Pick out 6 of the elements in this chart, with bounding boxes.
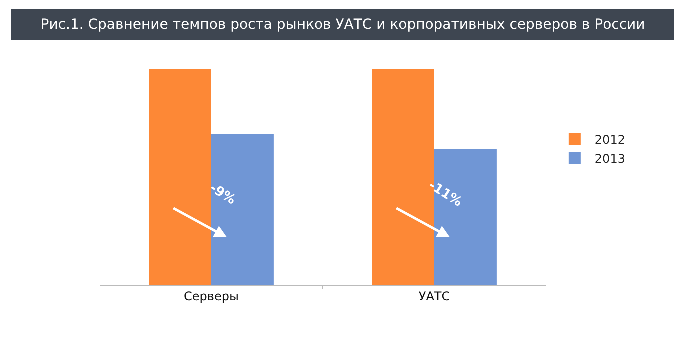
annotation: -9%	[207, 180, 238, 208]
x-tick-label: УАТС	[418, 289, 450, 304]
x-tick-label: Серверы	[184, 289, 239, 304]
legend-label: 2013	[594, 152, 626, 166]
chart-title: Рис.1. Сравнение темпов роста рынков УАТС и корпоративных серверов в России	[40, 17, 646, 33]
legend-label: 2012	[594, 132, 626, 147]
